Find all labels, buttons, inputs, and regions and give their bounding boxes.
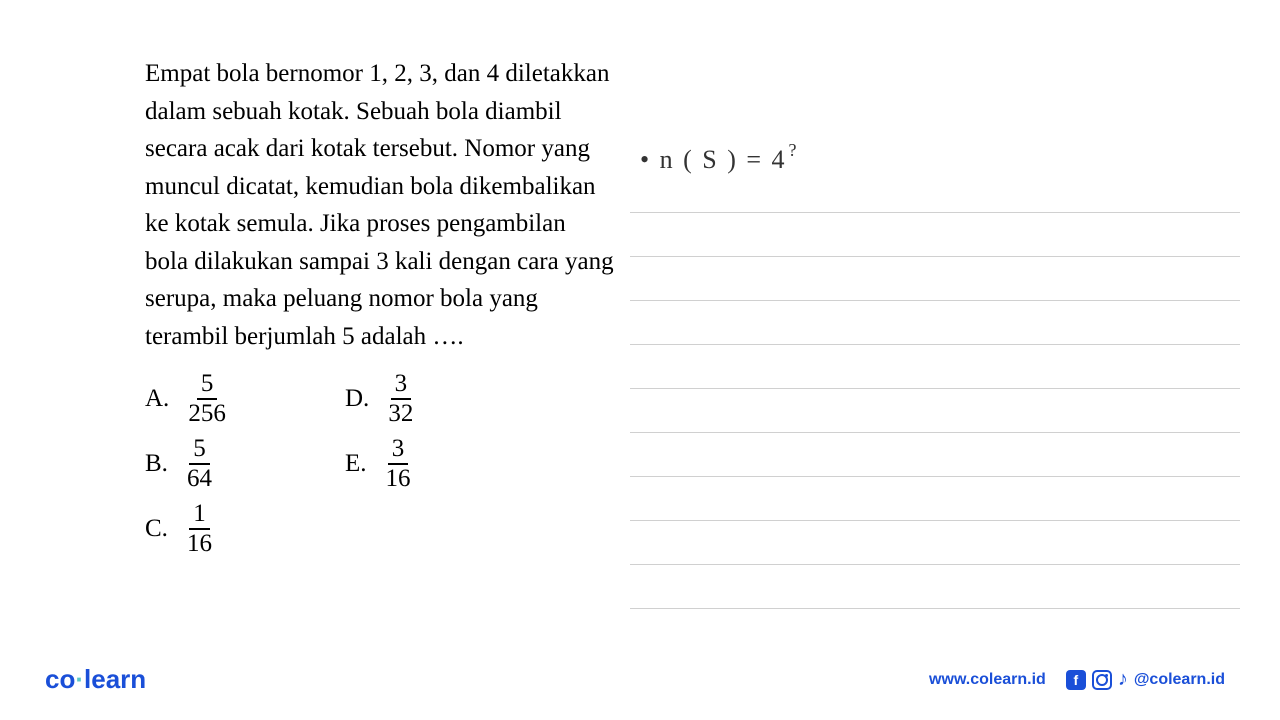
social-links: f ♪ @colearn.id (1066, 668, 1225, 691)
option-b-num: 5 (189, 435, 210, 465)
option-c-fraction: 1 16 (183, 500, 216, 557)
website-url: www.colearn.id (929, 671, 1046, 689)
question-text: Empat bola bernomor 1, 2, 3, dan 4 dilet… (145, 55, 615, 355)
ruled-line (630, 345, 1240, 389)
option-d-den: 32 (384, 400, 417, 428)
social-handle: @colearn.id (1134, 671, 1225, 689)
note-text: • n ( S ) = 4 (640, 145, 787, 174)
ruled-line (630, 389, 1240, 433)
option-e-label: E. (345, 450, 367, 478)
footer: co·learn www.colearn.id f ♪ @colearn.id (0, 664, 1280, 695)
option-e-num: 3 (388, 435, 409, 465)
ruled-line (630, 301, 1240, 345)
notes-area: • n ( S ) = 4? (630, 145, 1240, 609)
logo-co: co (45, 664, 75, 694)
option-b-fraction: 5 64 (183, 435, 216, 492)
option-d-label: D. (345, 385, 369, 413)
option-d: D. 3 32 (345, 370, 545, 427)
option-d-num: 3 (391, 370, 412, 400)
options-grid: A. 5 256 D. 3 32 B. 5 64 E. 3 16 (145, 370, 615, 557)
tiktok-icon: ♪ (1118, 668, 1128, 691)
option-b-label: B. (145, 450, 168, 478)
option-e-den: 16 (382, 465, 415, 493)
option-b-den: 64 (183, 465, 216, 493)
option-e-fraction: 3 16 (382, 435, 415, 492)
ruled-line (630, 257, 1240, 301)
ruled-line (630, 477, 1240, 521)
logo-learn: learn (84, 664, 146, 694)
logo-dot: · (75, 664, 84, 694)
option-a-fraction: 5 256 (184, 370, 230, 427)
ruled-line (630, 433, 1240, 477)
option-a-num: 5 (197, 370, 218, 400)
instagram-icon (1092, 670, 1112, 690)
option-c-label: C. (145, 515, 168, 543)
note-exponent: ? (789, 140, 799, 160)
option-e: E. 3 16 (345, 435, 545, 492)
ruled-line (630, 521, 1240, 565)
facebook-icon: f (1066, 670, 1086, 690)
option-a-label: A. (145, 385, 169, 413)
ruled-line (630, 213, 1240, 257)
option-c: C. 1 16 (145, 500, 345, 557)
option-c-den: 16 (183, 530, 216, 558)
question-block: Empat bola bernomor 1, 2, 3, dan 4 dilet… (145, 55, 615, 557)
footer-right: www.colearn.id f ♪ @colearn.id (929, 668, 1225, 691)
option-d-fraction: 3 32 (384, 370, 417, 427)
brand-logo: co·learn (45, 664, 146, 695)
ruled-line (630, 185, 1240, 213)
ruled-line (630, 565, 1240, 609)
option-b: B. 5 64 (145, 435, 345, 492)
option-a-den: 256 (184, 400, 230, 428)
option-a: A. 5 256 (145, 370, 345, 427)
handwritten-note: • n ( S ) = 4? (630, 145, 1240, 175)
option-c-num: 1 (189, 500, 210, 530)
